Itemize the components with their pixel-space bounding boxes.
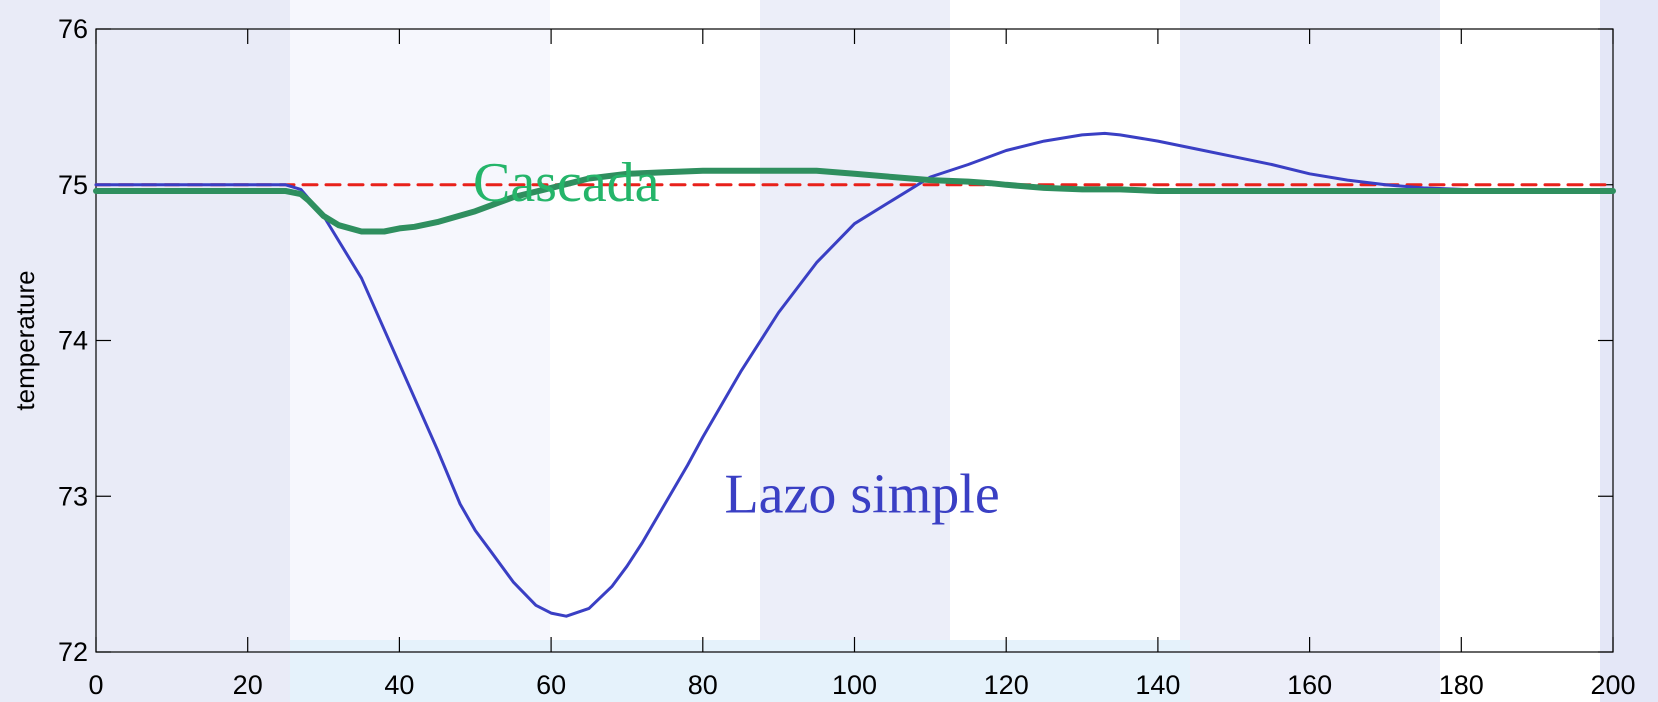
- y-tick-label: 74: [58, 326, 88, 356]
- x-tick-label: 140: [1135, 670, 1180, 700]
- x-tick-label: 40: [384, 670, 414, 700]
- x-tick-label: 120: [984, 670, 1029, 700]
- series-line-cascada: [93, 167, 1616, 235]
- annotation-lazo-simple: Lazo simple: [724, 463, 999, 525]
- x-tick-label: 180: [1439, 670, 1484, 700]
- series-line-lazo-simple: [94, 131, 1615, 618]
- x-tick-label: 80: [688, 670, 718, 700]
- y-axis-label: temperature: [10, 270, 40, 410]
- chart-labels: temperature Cascada Lazo simple: [10, 152, 1000, 526]
- y-tick-label: 75: [58, 170, 88, 200]
- x-tick-label: 60: [536, 670, 566, 700]
- annotation-cascada: Cascada: [473, 152, 660, 214]
- x-tick-label: 20: [233, 670, 263, 700]
- y-tick-label: 72: [58, 637, 88, 667]
- chart-axes: [95, 28, 1614, 653]
- chart-ticks: 0 20 40 60 80 100 120 140 160 180 200 72 73 74 75 76: [58, 14, 1636, 700]
- y-tick-label: 73: [58, 481, 88, 511]
- x-tick-label: 160: [1287, 670, 1332, 700]
- chart-series: [93, 131, 1616, 618]
- x-tick-label: 0: [88, 670, 103, 700]
- x-tick-label: 100: [832, 670, 877, 700]
- x-tick-label: 200: [1590, 670, 1635, 700]
- plot-frame: [95, 28, 1614, 653]
- y-tick-label: 76: [58, 14, 88, 44]
